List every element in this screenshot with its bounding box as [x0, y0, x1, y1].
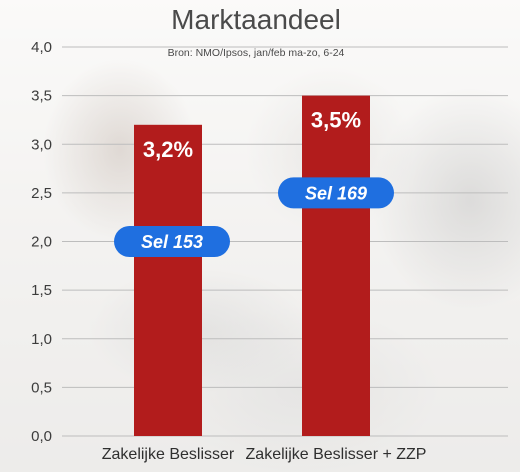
x-category-label: Zakelijke Beslisser + ZZP — [246, 446, 427, 463]
chart-title: Marktaandeel — [171, 4, 341, 35]
y-tick-label: 4,0 — [31, 39, 52, 56]
index-badge — [114, 226, 230, 257]
index-badge — [278, 177, 394, 209]
y-tick-label: 1,0 — [31, 331, 52, 348]
y-tick-label: 3,0 — [31, 136, 52, 153]
y-tick-label: 1,5 — [31, 282, 52, 299]
bar — [134, 124, 202, 437]
bar — [302, 95, 370, 436]
x-category-label: Zakelijke Beslisser — [102, 446, 235, 463]
bar-value-label: 3,5% — [311, 108, 361, 133]
y-tick-label: 0,0 — [31, 428, 52, 445]
x-axis: Zakelijke Beslisser Zakelijke Beslisser +… — [102, 446, 427, 463]
chart-subtitle: Bron: NMO/Ipsos, jan/feb ma-zo, 6-24 — [168, 47, 345, 59]
bar-value-label: 3,2% — [143, 137, 193, 162]
bars: 3,2% Sel 153 3,5% Sel 169 — [114, 95, 394, 437]
index-badge-label: Sel 169 — [305, 183, 367, 203]
y-tick-label: 3,5 — [31, 88, 52, 105]
y-tick-label: 0,5 — [31, 379, 52, 396]
y-tick-label: 2,5 — [31, 185, 52, 202]
y-axis: 0,0 0,5 1,0 1,5 2,0 2,5 3,0 3,5 4,0 — [31, 39, 52, 445]
index-badge-label: Sel 153 — [141, 232, 203, 252]
y-tick-label: 2,0 — [31, 234, 52, 251]
